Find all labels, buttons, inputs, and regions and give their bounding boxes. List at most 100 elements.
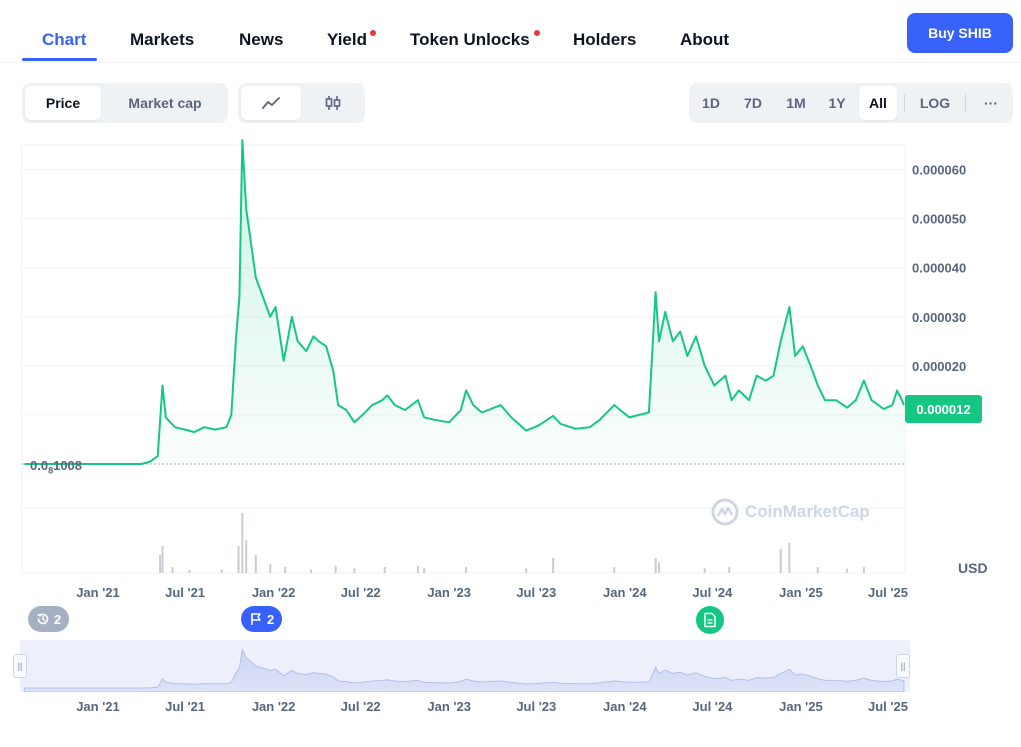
history-events-count: 2: [54, 611, 62, 627]
document-event-marker[interactable]: [696, 606, 724, 634]
volume-bar: [161, 546, 164, 573]
navigator-x-tick-label: Jul '22: [341, 699, 381, 714]
flag-events-count: 2: [267, 611, 275, 627]
x-tick-label: Jan '21: [76, 585, 120, 600]
range-7d[interactable]: 7D: [744, 95, 762, 111]
navigator-x-tick-label: Jan '21: [76, 699, 120, 714]
x-tick-label: Jan '22: [252, 585, 296, 600]
navigator-left-handle[interactable]: ||: [13, 654, 27, 678]
volume-bar: [383, 567, 386, 573]
log-toggle[interactable]: LOG: [919, 95, 951, 111]
tab-news[interactable]: News: [239, 30, 284, 49]
tab-markets[interactable]: Markets: [130, 30, 195, 49]
buy-button[interactable]: Buy SHIB: [907, 13, 1013, 53]
history-icon: [37, 613, 49, 625]
navigator-x-axis: Jan '21 Jul '21 Jan '22 Jul '22 Jan '23 Jul '…: [76, 699, 908, 714]
volume-bar: [241, 513, 244, 573]
tab-about[interactable]: About: [680, 30, 730, 49]
metric-toggle: Price Market cap: [22, 83, 228, 123]
x-tick-label: Jul '23: [516, 585, 556, 600]
navigator-x-tick-label: Jan '23: [427, 699, 471, 714]
volume-bar: [525, 568, 528, 573]
coinmarketcap-watermark: CoinMarketCap: [711, 498, 870, 526]
tab-chart[interactable]: Chart: [42, 30, 87, 49]
volume-bar: [237, 546, 240, 573]
history-events-marker[interactable]: 2: [28, 606, 70, 632]
range-navigator[interactable]: [20, 640, 910, 692]
current-price-badge: 0.000012: [905, 395, 982, 423]
volume-bar: [862, 567, 865, 573]
x-tick-label: Jul '21: [165, 585, 205, 600]
chart-type-toggle: [238, 83, 365, 123]
navigator-right-handle[interactable]: ||: [896, 654, 910, 678]
x-tick-label: Jul '25: [868, 585, 908, 600]
market-cap-tab[interactable]: Market cap: [128, 95, 202, 111]
volume-bar: [245, 540, 248, 573]
volume-bar: [846, 568, 849, 573]
x-tick-label: Jul '24: [692, 585, 733, 600]
volume-bar: [703, 568, 706, 573]
range-divider-2: [965, 94, 966, 112]
navigator-x-tick-label: Jan '24: [603, 699, 647, 714]
candlestick-icon: [325, 96, 341, 110]
range-1m[interactable]: 1M: [786, 95, 806, 111]
y-tick-label: 0.000050: [912, 212, 966, 227]
volume-bar: [269, 564, 272, 573]
more-options-button[interactable]: ···: [984, 95, 998, 111]
tab-holders[interactable]: Holders: [573, 30, 637, 49]
volume-bar: [284, 567, 287, 573]
line-chart-icon: [262, 97, 280, 109]
coinmarketcap-logo-icon: [711, 498, 739, 526]
price-area-fill: [24, 140, 904, 464]
y-tick-label: 0.000030: [912, 310, 966, 325]
tab-token-unlocks[interactable]: Token Unlocks: [410, 30, 530, 49]
range-1d[interactable]: 1D: [702, 95, 720, 111]
volume-bar: [159, 555, 162, 573]
navigator-x-tick-label: Jan '22: [252, 699, 296, 714]
candlestick-chart-button[interactable]: [304, 86, 362, 120]
line-chart-button[interactable]: [241, 86, 301, 120]
top-nav: Chart Markets News Yield Token Unlocks H…: [0, 0, 1021, 63]
navigator-x-tick-label: Jan '25: [779, 699, 823, 714]
document-icon: [704, 612, 716, 628]
flag-icon: [251, 613, 261, 625]
volume-bar: [188, 570, 191, 573]
price-tab[interactable]: Price: [25, 86, 101, 120]
navigator-area: [23, 647, 905, 692]
x-axis: Jan '21 Jul '21 Jan '22 Jul '22 Jan '23 Jul '…: [76, 585, 908, 600]
currency-label: USD: [958, 560, 988, 576]
volume-bar: [657, 562, 660, 573]
volume-bar: [816, 567, 819, 573]
y-tick-label: 0.000060: [912, 163, 966, 178]
range-selector: 1D 7D 1M 1Y All LOG ···: [689, 83, 1013, 123]
volume-bar: [613, 567, 616, 573]
range-all[interactable]: All: [859, 86, 897, 120]
volume-bar: [552, 558, 555, 573]
navigator-x-tick-label: Jul '21: [165, 699, 205, 714]
navigator-sparkline: [23, 647, 905, 692]
volume-bars: [159, 513, 865, 573]
volume-bar: [788, 543, 791, 573]
tab-chart-underline: [22, 58, 97, 61]
volume-bar: [423, 568, 426, 573]
y-tick-label: 0.000020: [912, 359, 966, 374]
volume-bar: [416, 565, 419, 573]
navigator-x-tick-label: Jul '23: [516, 699, 556, 714]
volume-bar: [654, 558, 657, 573]
x-tick-label: Jan '23: [427, 585, 471, 600]
volume-bar: [353, 568, 356, 573]
yield-notification-dot: [370, 30, 376, 36]
y-tick-label: 0.000040: [912, 261, 966, 276]
volume-bar: [779, 549, 782, 573]
x-tick-label: Jul '22: [341, 585, 381, 600]
volume-bar: [334, 565, 337, 573]
min-price-label: 0.081008: [30, 458, 83, 476]
range-1y[interactable]: 1Y: [828, 95, 846, 111]
navigator-x-tick-label: Jul '25: [868, 699, 908, 714]
price-line: [24, 139, 905, 465]
watermark-text: CoinMarketCap: [745, 502, 870, 521]
flag-events-marker[interactable]: 2: [241, 606, 283, 632]
tab-yield[interactable]: Yield: [327, 30, 367, 49]
navigator-x-tick-label: Jul '24: [692, 699, 733, 714]
